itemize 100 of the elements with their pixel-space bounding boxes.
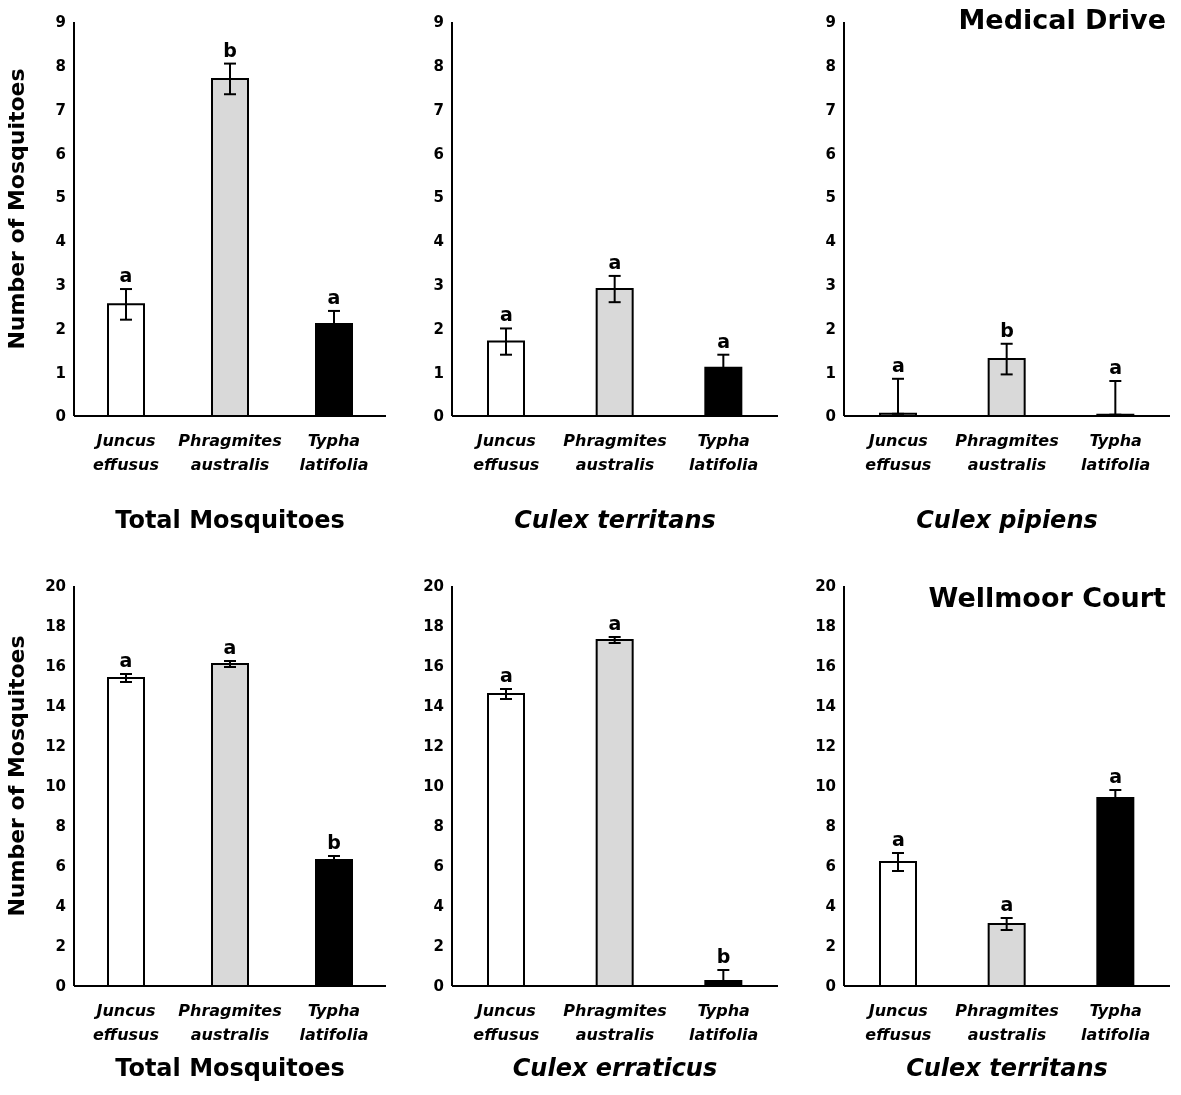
x-axis-title: Total Mosquitoes [114,506,346,534]
y-tick-label: 14 [815,697,836,716]
x-tick-label: Typha latifolia [299,431,369,474]
y-tick-label: 6 [825,144,836,163]
y-tick-label: 2 [433,319,444,338]
annotation: a [327,285,341,308]
x-tick-label: Typha latifolia [689,1001,759,1044]
x-tick-label: Phragmites australis [955,431,1059,474]
x-tick-label: Juncus effusus [473,431,540,474]
x-tick-label: Phragmites australis [178,1001,282,1044]
y-tick-label: 4 [55,232,66,251]
y-tick-label: 0 [55,977,66,996]
y-tick-label: 16 [423,657,444,676]
annotation: a [223,636,237,658]
annotation: b [223,38,237,61]
y-tick-label: 0 [55,407,66,426]
annotation: a [608,612,622,634]
annotation: b [327,831,341,853]
y-tick-label: 4 [825,897,836,916]
annotation: a [1000,893,1014,915]
x-tick-label: Juncus effusus [93,1001,159,1044]
y-tick-label: 6 [55,144,66,163]
y-tick-label: 2 [55,319,66,338]
y-tick-label: 18 [423,617,444,636]
y-tick-label: 3 [825,275,836,294]
x-tick-label: Juncus effusus [473,1001,540,1044]
y-tick-label: 9 [433,13,444,32]
annotation: a [1109,355,1123,378]
chart-title: Wellmoor Court [928,582,1166,613]
x-tick-label: Typha latifolia [1081,431,1151,474]
x-axis-title: Culex pipiens [915,506,1099,534]
y-tick-label: 5 [825,188,836,207]
y-tick-label: 20 [815,577,836,596]
x-tick-label: Typha latifolia [1081,1001,1151,1044]
y-tick-label: 12 [815,737,836,756]
y-tick-label: 7 [433,100,444,119]
y-tick-label: 0 [433,977,444,996]
x-tick-label: Typha latifolia [299,1001,369,1044]
x-tick-label: Typha latifolia [689,431,759,474]
y-tick-label: 12 [45,737,66,756]
y-tick-label: 14 [45,697,66,716]
y-tick-label: 5 [55,188,66,207]
x-tick-label: Phragmites australis [955,1001,1059,1044]
y-tick-label: 0 [825,407,836,426]
y-tick-label: 2 [433,937,444,956]
y-tick-label: 9 [55,13,66,32]
y-tick-label: 6 [55,857,66,876]
y-tick-label: 9 [825,13,836,32]
y-tick-label: 18 [45,617,66,636]
y-tick-label: 6 [825,857,836,876]
y-tick-label: 8 [55,57,66,76]
y-tick-label: 2 [825,319,836,338]
y-tick-label: 16 [815,657,836,676]
x-axis-title: Total Mosquitoes [114,1054,346,1082]
annotation: a [717,329,731,352]
annotation: a [119,264,133,287]
annotation: a [608,250,622,273]
y-tick-label: 10 [423,777,444,796]
y-tick-label: 3 [55,275,66,294]
y-tick-label: 4 [825,232,836,251]
x-tick-label: Phragmites australis [563,1001,667,1044]
y-tick-label: 20 [45,577,66,596]
y-tick-label: 3 [433,275,444,294]
x-tick-label: Juncus effusus [865,431,932,474]
y-tick-label: 6 [433,144,444,163]
x-axis-title: Culex territans [905,1054,1109,1082]
y-tick-label: 18 [815,617,836,636]
y-tick-label: 5 [433,188,444,207]
y-tick-label: 8 [55,817,66,836]
y-tick-label: 8 [433,817,444,836]
y-axis-title: Number of Mosquitoes [3,68,29,350]
y-tick-label: 8 [433,57,444,76]
x-tick-label: Phragmites australis [178,431,282,474]
annotation: a [119,649,133,671]
y-tick-label: 2 [825,937,836,956]
y-tick-label: 16 [45,657,66,676]
y-tick-label: 10 [815,777,836,796]
y-axis-title: Number of Mosquitoes [3,635,29,917]
y-tick-label: 7 [55,100,66,119]
x-tick-label: Juncus effusus [865,1001,932,1044]
y-tick-label: 14 [423,697,444,716]
annotation: b [716,945,731,967]
annotation: a [891,353,905,376]
y-tick-label: 10 [45,777,66,796]
annotation: a [499,303,513,326]
y-tick-label: 20 [423,577,444,596]
chart-title: Medical Drive [958,4,1166,35]
y-tick-label: 4 [433,897,444,916]
x-tick-label: Juncus effusus [93,431,159,474]
x-tick-label: Phragmites australis [563,431,667,474]
y-tick-label: 0 [433,407,444,426]
annotation: b [1000,318,1014,341]
y-tick-label: 7 [825,100,836,119]
y-tick-label: 4 [433,232,444,251]
y-tick-label: 4 [55,897,66,916]
y-tick-label: 12 [423,737,444,756]
y-tick-label: 0 [825,977,836,996]
y-tick-label: 1 [825,363,836,382]
y-tick-label: 1 [55,363,66,382]
x-axis-title: Culex erraticus [511,1054,719,1082]
